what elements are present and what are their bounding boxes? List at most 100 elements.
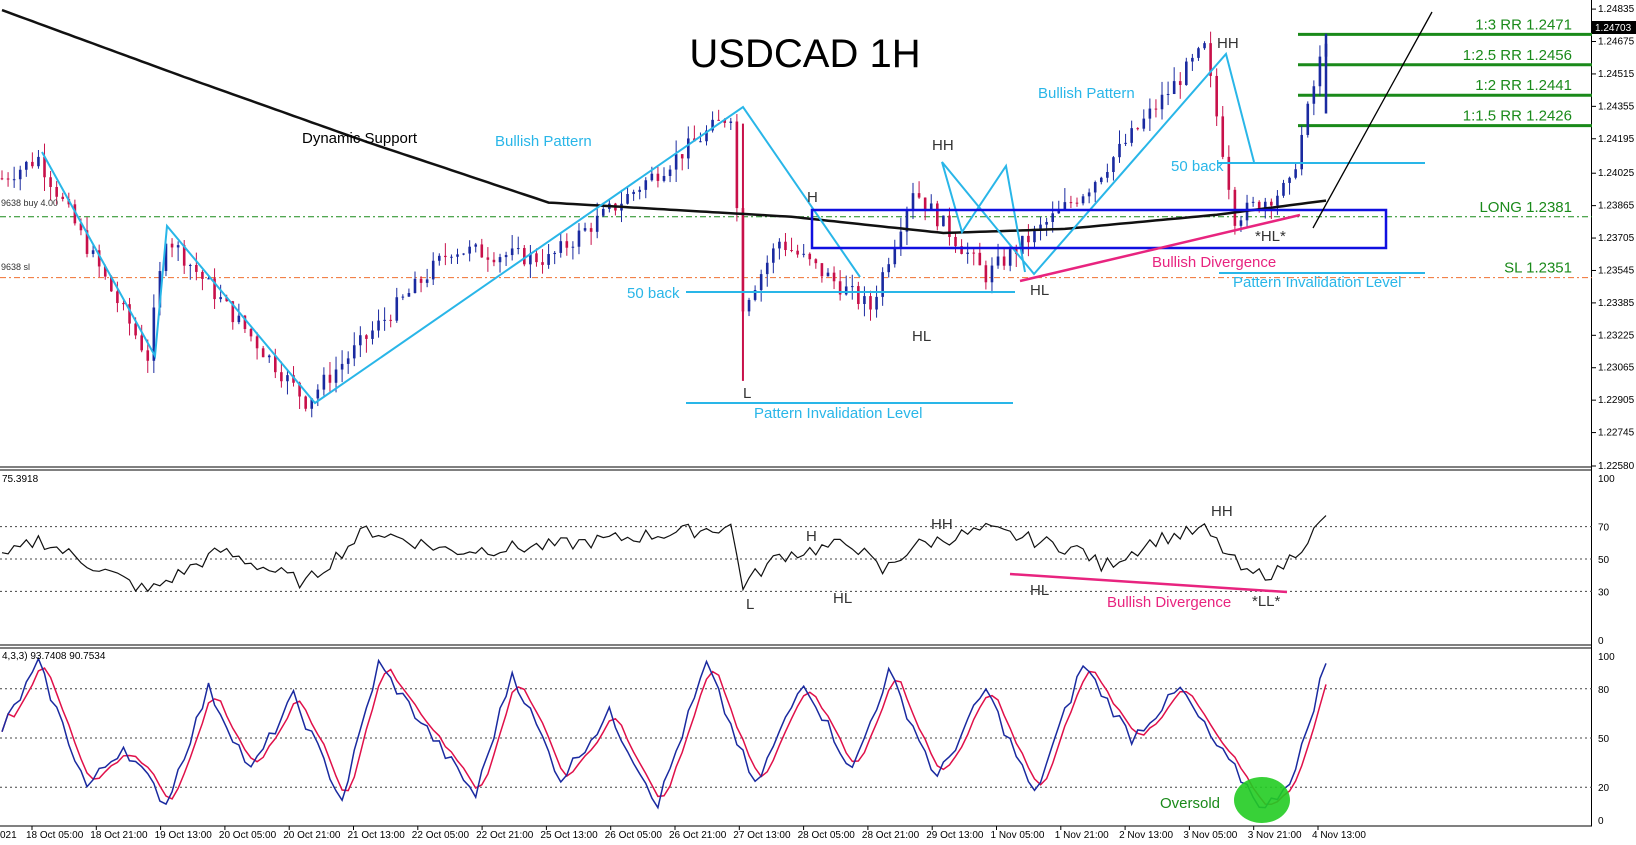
candle-body [419, 278, 423, 283]
candle-body [1312, 86, 1316, 104]
candle-body [638, 189, 642, 192]
candle-body [759, 274, 763, 291]
candle-body [990, 265, 994, 283]
hl-label-1: HL [912, 328, 931, 345]
level-label: 1:2 RR 1.2441 [1475, 77, 1572, 94]
candle-body [292, 375, 295, 383]
candle-body [595, 215, 599, 232]
candle-body [37, 156, 40, 167]
candle-body [1130, 128, 1133, 143]
candle-body [790, 250, 793, 252]
rsi-h-label: H [806, 528, 817, 545]
candle-body [498, 257, 502, 263]
candle-body [1051, 213, 1054, 222]
level-label: LONG 1.2381 [1479, 199, 1572, 216]
candle-body [571, 246, 575, 248]
candle-body [249, 329, 253, 337]
time-tick-label: 1 Nov 05:00 [991, 830, 1045, 841]
rr-levels: 1:3 RR 1.2471 1:2.5 RR 1.2456 1:2 RR 1.244… [0, 16, 1615, 827]
candle-body [747, 299, 751, 312]
time-tick-label: 4 Nov 13:00 [1312, 830, 1366, 841]
divergence-line-price [1019, 213, 1301, 283]
candle-body [395, 297, 399, 321]
candle-body [1239, 220, 1243, 226]
candle-body [195, 264, 198, 272]
candle-body [31, 161, 34, 167]
candle-body [1118, 143, 1121, 158]
candle-body [523, 248, 526, 265]
rsi-tick-label: 0 [1598, 636, 1604, 647]
candle-body [188, 264, 192, 266]
candle-body [583, 228, 587, 231]
candle-body [365, 335, 368, 339]
candle-body [535, 253, 538, 263]
candle-body [577, 230, 581, 247]
candle-body [1075, 202, 1079, 204]
candle-body [12, 179, 16, 181]
zigzag-left [41, 105, 861, 405]
candle-body [468, 246, 471, 254]
candle-body [772, 248, 775, 263]
candle-body [116, 291, 119, 304]
candle-body [1063, 202, 1067, 210]
candle-body [1166, 93, 1170, 95]
candle-body [219, 297, 222, 300]
candle-body [668, 169, 672, 176]
candle-body [182, 245, 186, 266]
candle-body [808, 253, 812, 260]
candle-body [778, 241, 781, 249]
candle-body [881, 272, 884, 297]
candle-body [304, 396, 307, 409]
candle-body [559, 241, 563, 253]
candle-body [213, 278, 216, 300]
candle-body [887, 264, 891, 273]
fifty-back-label-1: 50 back [627, 285, 680, 302]
time-tick-label: 20 Oct 21:00 [283, 830, 341, 841]
stoch-main-line [1, 656, 1327, 810]
candle-body [589, 228, 593, 232]
long-entry-box [810, 208, 1388, 250]
candle-body [267, 355, 271, 358]
bullish-pattern-label-2: Bullish Pattern [1038, 85, 1135, 102]
time-tick-label: 28 Oct 21:00 [862, 830, 920, 841]
candle-body [1227, 156, 1231, 190]
candle-body [844, 286, 848, 295]
price-tick-label: 1.24355 [1598, 101, 1635, 112]
candle-body [134, 323, 137, 336]
candle-body [383, 319, 386, 321]
candle-body [91, 250, 95, 254]
price-annotations: Dynamic Support Bullish Pattern Bullish … [302, 35, 1401, 422]
candle-body [261, 348, 265, 358]
candle-body [1112, 157, 1115, 173]
candle-body [686, 138, 690, 159]
candle-body [122, 303, 125, 305]
candle-body [1318, 56, 1322, 87]
candle-body [838, 281, 842, 295]
candle-body [1172, 81, 1176, 94]
candle-body [632, 191, 635, 195]
stoch-tick-label: 0 [1598, 816, 1604, 827]
candle-body [601, 208, 605, 216]
candle-body [407, 293, 411, 297]
candle-body [243, 315, 247, 330]
candle-body [529, 253, 532, 265]
candle-body [255, 336, 259, 349]
time-tick-label: 18 Oct 21:00 [90, 830, 148, 841]
candle-body [1093, 182, 1097, 193]
candle-body [310, 398, 314, 409]
candle-body [1099, 177, 1103, 183]
time-tick-label: 18 Oct 05:00 [26, 830, 84, 841]
candle-body [1069, 202, 1073, 204]
candle-body [437, 255, 441, 261]
rsi-divergence-label: Bullish Divergence [1107, 594, 1231, 611]
candle-body [954, 236, 957, 247]
candle-body [425, 279, 429, 283]
rsi-value-label: 75.3918 [2, 474, 39, 485]
candle-body [377, 320, 380, 331]
candle-body [1136, 128, 1140, 130]
candle-body [869, 296, 872, 310]
time-tick-label: 3 Nov 05:00 [1183, 830, 1237, 841]
candle-body [857, 286, 860, 304]
stoch-signal-line [1, 667, 1327, 806]
candle-body [322, 374, 326, 390]
